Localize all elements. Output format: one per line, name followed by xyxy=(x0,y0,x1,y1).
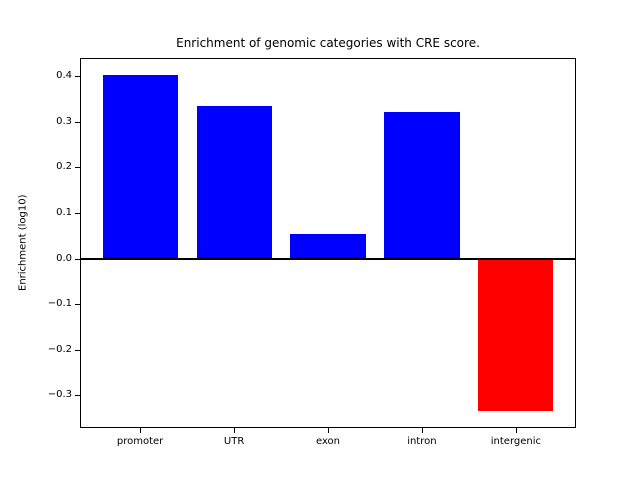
y-tick-label: 0.2 xyxy=(56,161,72,173)
y-axis-label: Enrichment (log10) xyxy=(17,194,29,292)
x-tick xyxy=(328,428,329,433)
x-tick xyxy=(515,428,517,433)
bar-intron xyxy=(384,112,460,259)
bar-promoter xyxy=(102,74,178,259)
y-tick xyxy=(75,121,80,123)
x-tick-label-exon: exon xyxy=(315,436,341,447)
y-tick-label: −0.3 xyxy=(47,389,72,401)
y-tick-label: 0.3 xyxy=(56,115,72,127)
x-tick-label-intron: intron xyxy=(407,436,437,447)
bar-UTR xyxy=(196,105,272,259)
x-tick xyxy=(234,428,236,433)
y-tick-label: 0.1 xyxy=(56,206,72,218)
y-tick-label: −0.2 xyxy=(47,343,72,355)
y-tick-label: 0.0 xyxy=(56,252,72,264)
zero-line xyxy=(80,257,576,260)
y-tick xyxy=(75,395,80,397)
y-tick xyxy=(75,304,80,306)
y-tick-label: 0.4 xyxy=(56,70,72,82)
y-tick xyxy=(75,167,80,169)
plot-area xyxy=(80,58,576,428)
chart-title: Enrichment of genomic categories with CR… xyxy=(176,36,480,50)
y-tick xyxy=(75,349,80,351)
x-tick-label-promoter: promoter xyxy=(116,436,164,447)
x-tick-label-UTR: UTR xyxy=(223,436,245,447)
y-tick xyxy=(75,76,80,78)
y-tick xyxy=(75,212,80,214)
y-tick xyxy=(75,258,80,260)
x-tick xyxy=(421,428,423,433)
x-tick xyxy=(140,428,142,433)
x-tick-label-intergenic: intergenic xyxy=(490,436,542,447)
bar-exon xyxy=(290,233,366,259)
y-tick-label: −0.1 xyxy=(47,298,72,310)
bar-intergenic xyxy=(478,258,554,412)
